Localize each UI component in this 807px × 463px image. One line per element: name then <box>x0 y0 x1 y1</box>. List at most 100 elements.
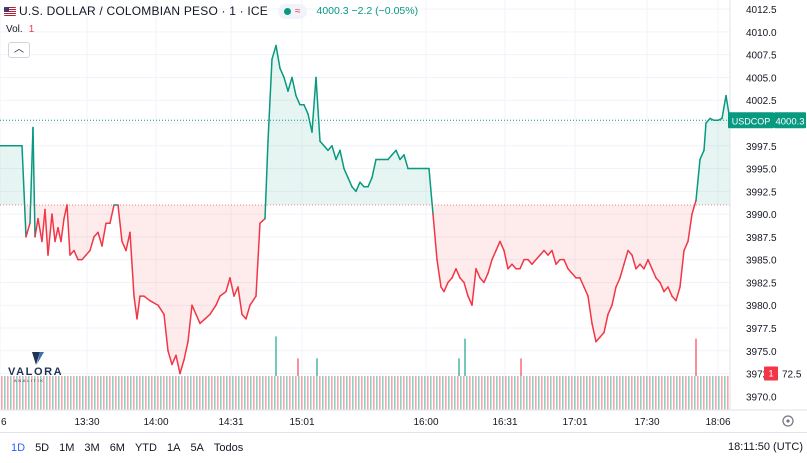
volume-bar <box>646 376 648 410</box>
volume-bar <box>13 376 15 410</box>
volume-bar <box>61 376 63 410</box>
price-segment <box>643 258 649 270</box>
price-segment <box>93 231 99 238</box>
price-segment <box>204 313 211 320</box>
volume-bar <box>73 376 75 410</box>
us-flag-icon <box>4 6 16 16</box>
volume-bar <box>307 376 309 410</box>
logo-subtitle: ANALITIK <box>14 378 45 383</box>
volume-bar <box>388 376 390 410</box>
range-button-todos[interactable]: Todos <box>213 442 244 454</box>
price-segment <box>459 277 465 284</box>
collapse-legend-button[interactable]: ︿ <box>8 42 30 58</box>
volume-bar <box>367 376 369 410</box>
volume-value: 1 <box>28 24 35 35</box>
time-axis[interactable]: 6 13:30 14:00 14:31 15:01 16:00 16:31 17:01 17:3… <box>0 409 807 428</box>
price-segment <box>615 277 621 288</box>
price-segment <box>315 76 321 142</box>
price-segment <box>655 277 661 284</box>
price-segment <box>339 149 345 170</box>
volume-bar <box>469 376 471 410</box>
price-segment <box>451 268 457 279</box>
volume-bar <box>235 376 237 410</box>
volume-bar <box>652 376 654 410</box>
volume-bar <box>625 376 627 410</box>
price-segment <box>495 240 501 252</box>
price-segment <box>671 295 677 302</box>
price-segment <box>695 158 701 202</box>
volume-bar <box>418 376 420 410</box>
price-chart[interactable]: 3970.0 3972.5 3975.0 3977.5 3980.0 3982.5 3985… <box>0 0 807 432</box>
settings-icon[interactable] <box>782 415 794 427</box>
x-tick-label: 14:00 <box>143 417 168 428</box>
area-fills <box>0 45 730 374</box>
range-button-5a[interactable]: 5A <box>190 442 204 454</box>
volume-bar <box>202 376 204 410</box>
volume-bar <box>46 376 48 410</box>
volume-legend[interactable]: Vol. 1 <box>6 24 34 35</box>
volume-bar <box>142 376 144 410</box>
range-button-6m[interactable]: 6M <box>109 442 125 454</box>
symbol-header[interactable]: U.S. DOLLAR / COLOMBIAN PESO · 1 · ICE ≈… <box>0 0 418 22</box>
volume-bar <box>115 376 117 410</box>
price-segment <box>331 145 337 161</box>
price-segment <box>179 359 185 375</box>
range-button-3m[interactable]: 3M <box>84 442 100 454</box>
x-tick-label: 18:06 <box>705 417 730 428</box>
volume-bar <box>412 376 414 410</box>
volume-tag-value: 1 <box>768 369 773 379</box>
clock[interactable]: 18:11:50 (UTC) <box>728 441 803 453</box>
price-segment <box>21 145 27 238</box>
volume-bar <box>475 376 477 410</box>
volume-bar <box>622 376 624 410</box>
y-tick-label: 4005.0 <box>746 73 777 84</box>
volume-bar <box>616 376 618 410</box>
price-segment <box>287 76 293 92</box>
price-segment <box>675 286 681 302</box>
price-segment <box>44 208 49 256</box>
price-segment <box>447 277 453 284</box>
volume-bar <box>598 376 600 410</box>
chart-grid <box>0 0 730 410</box>
price-segment <box>219 290 227 297</box>
volume-bar <box>400 376 402 410</box>
volume-bar <box>211 376 213 410</box>
y-tick-label: 3990.0 <box>746 210 777 221</box>
symbol-tag <box>728 112 774 129</box>
x-tick-label: 15:01 <box>289 417 314 428</box>
price-segment <box>143 295 151 302</box>
range-button-5d[interactable]: 5D <box>35 442 50 454</box>
volume-bar <box>286 376 288 410</box>
valora-logo: VALORA ANALITIK <box>8 350 64 383</box>
price-segment <box>535 254 541 261</box>
volume-bar <box>694 376 696 410</box>
price-segment <box>647 258 653 270</box>
volume-bar <box>460 376 462 410</box>
price-segment <box>81 254 87 261</box>
volume-bar <box>520 376 522 410</box>
price-axis[interactable]: 3970.0 3972.5 3975.0 3977.5 3980.0 3982.5 3985… <box>729 0 777 410</box>
volume-bar <box>16 376 18 410</box>
range-button-1m[interactable]: 1M <box>59 442 75 454</box>
y-tick-label: 3982.5 <box>746 278 777 289</box>
price-segment <box>327 145 333 152</box>
price-segment <box>511 263 517 270</box>
price-segment <box>209 304 217 316</box>
range-button-ytd[interactable]: YTD <box>134 442 157 454</box>
volume-bar <box>556 376 558 410</box>
price-segment <box>47 213 53 256</box>
volume-bar <box>439 376 441 410</box>
volume-bar <box>712 376 714 410</box>
range-button-1a[interactable]: 1A <box>166 442 181 454</box>
price-segment <box>436 258 442 288</box>
volume-bar <box>535 376 537 410</box>
symbol-title[interactable]: U.S. DOLLAR / COLOMBIAN PESO · 1 · ICE <box>19 4 268 18</box>
volume-bar <box>355 376 357 410</box>
range-button-1d[interactable]: 1D <box>11 442 26 454</box>
y-tick-label: 3975.0 <box>746 347 777 358</box>
market-status-pill[interactable]: ≈ <box>278 3 307 19</box>
volume-bar <box>7 376 9 410</box>
price-segment <box>215 295 221 306</box>
volume-bar <box>352 376 354 410</box>
x-tick-label: 6 <box>1 417 7 428</box>
